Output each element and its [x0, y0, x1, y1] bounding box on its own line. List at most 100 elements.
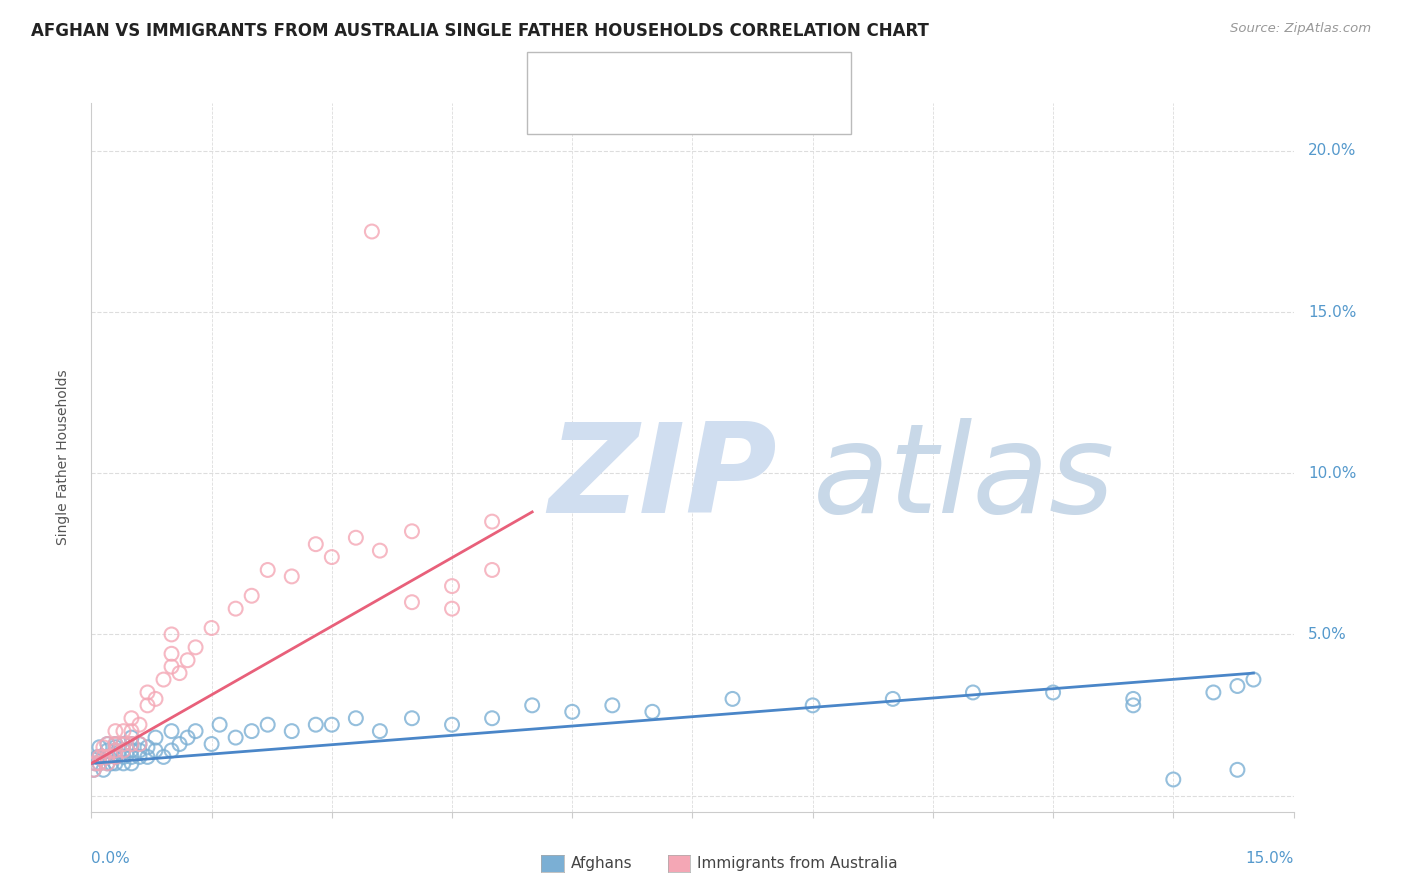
Point	[368, 724, 391, 739]
Point	[96, 750, 118, 764]
Point	[169, 666, 191, 681]
Point	[240, 724, 263, 739]
Point	[256, 717, 278, 731]
Point	[1122, 692, 1144, 706]
Point	[344, 531, 367, 545]
Point	[401, 595, 423, 609]
Point	[160, 724, 183, 739]
Point	[121, 731, 143, 745]
Point	[305, 537, 328, 551]
Point	[184, 724, 207, 739]
Point	[93, 763, 115, 777]
Point	[96, 737, 118, 751]
Text: 15.0%: 15.0%	[1246, 851, 1294, 866]
Point	[93, 750, 115, 764]
Point	[321, 550, 343, 565]
Point	[112, 743, 135, 757]
Point	[481, 515, 503, 529]
Point	[1226, 679, 1249, 693]
Point	[104, 740, 127, 755]
Point	[104, 750, 127, 764]
Point	[721, 692, 744, 706]
Point	[96, 750, 118, 764]
Point	[321, 717, 343, 731]
Point	[136, 685, 159, 699]
Point	[176, 731, 198, 745]
Point	[89, 756, 111, 771]
Point	[84, 756, 107, 771]
Point	[152, 750, 174, 764]
Point	[440, 579, 463, 593]
Point	[96, 737, 118, 751]
Point	[481, 563, 503, 577]
Point	[100, 756, 122, 771]
Point	[145, 743, 167, 757]
Point	[160, 647, 183, 661]
Point	[121, 750, 143, 764]
Point	[121, 737, 143, 751]
Point	[801, 698, 824, 713]
Text: 15.0%: 15.0%	[1308, 304, 1357, 319]
Point	[121, 711, 143, 725]
Point	[104, 737, 127, 751]
Point	[176, 653, 198, 667]
Point	[602, 698, 624, 713]
Point	[360, 225, 382, 239]
Point	[160, 627, 183, 641]
Point	[121, 737, 143, 751]
Point	[305, 717, 328, 731]
Point	[128, 743, 150, 757]
Point	[1202, 685, 1225, 699]
Point	[104, 747, 127, 761]
Point	[104, 750, 127, 764]
Point	[184, 640, 207, 655]
Point	[121, 756, 143, 771]
Text: Source: ZipAtlas.com: Source: ZipAtlas.com	[1230, 22, 1371, 36]
Point	[440, 601, 463, 615]
Point	[136, 698, 159, 713]
Text: AFGHAN VS IMMIGRANTS FROM AUSTRALIA SINGLE FATHER HOUSEHOLDS CORRELATION CHART: AFGHAN VS IMMIGRANTS FROM AUSTRALIA SING…	[31, 22, 929, 40]
Point	[104, 737, 127, 751]
Point	[281, 724, 304, 739]
Point	[160, 743, 183, 757]
Point	[145, 692, 167, 706]
Point	[128, 750, 150, 764]
Point	[1122, 698, 1144, 713]
Text: R = 0.190: R = 0.190	[582, 70, 658, 86]
Point	[96, 756, 118, 771]
Point	[93, 740, 115, 755]
Point	[145, 731, 167, 745]
Point	[112, 743, 135, 757]
Text: Afghans: Afghans	[571, 856, 633, 871]
Point	[87, 750, 110, 764]
Point	[481, 711, 503, 725]
Point	[561, 705, 583, 719]
Point	[256, 563, 278, 577]
Point	[112, 737, 135, 751]
Point	[83, 763, 105, 777]
Point	[136, 740, 159, 755]
Point	[83, 763, 105, 777]
Point	[522, 698, 544, 713]
Point	[1042, 685, 1064, 699]
Point	[160, 659, 183, 673]
Point	[240, 589, 263, 603]
Point	[121, 724, 143, 739]
Point	[112, 724, 135, 739]
Text: 0.0%: 0.0%	[91, 851, 131, 866]
Point	[169, 737, 191, 751]
Point	[96, 743, 118, 757]
Point	[104, 743, 127, 757]
Point	[89, 750, 111, 764]
Point	[93, 750, 115, 764]
Point	[112, 737, 135, 751]
Point	[84, 756, 107, 771]
Point	[281, 569, 304, 583]
Point	[128, 737, 150, 751]
Point	[1163, 772, 1185, 787]
Point	[962, 685, 984, 699]
Point	[121, 743, 143, 757]
Point	[89, 740, 111, 755]
Point	[112, 750, 135, 764]
Point	[401, 711, 423, 725]
